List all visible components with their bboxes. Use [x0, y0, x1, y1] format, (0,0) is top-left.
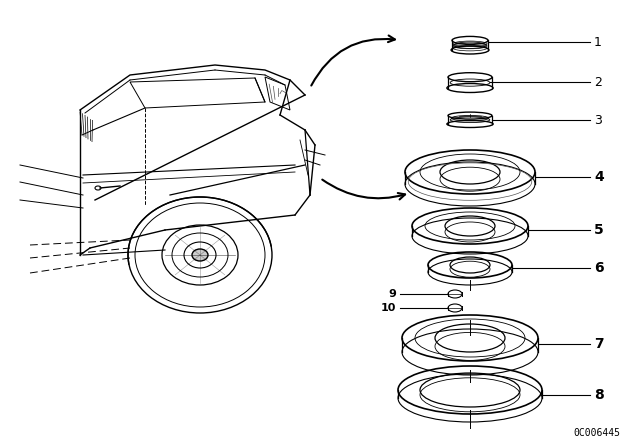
Text: 2: 2 [594, 76, 602, 89]
Text: 6: 6 [594, 261, 604, 275]
Text: 8: 8 [594, 388, 604, 402]
Text: 4: 4 [594, 170, 604, 184]
Polygon shape [265, 77, 290, 110]
Text: 3: 3 [594, 113, 602, 126]
Text: 10: 10 [381, 303, 396, 313]
Text: 1: 1 [594, 35, 602, 48]
Text: 9: 9 [388, 289, 396, 299]
Ellipse shape [192, 249, 208, 261]
Polygon shape [130, 78, 265, 108]
Text: 5: 5 [594, 223, 604, 237]
Text: 7: 7 [594, 337, 604, 351]
Text: 0C006445: 0C006445 [573, 428, 620, 438]
